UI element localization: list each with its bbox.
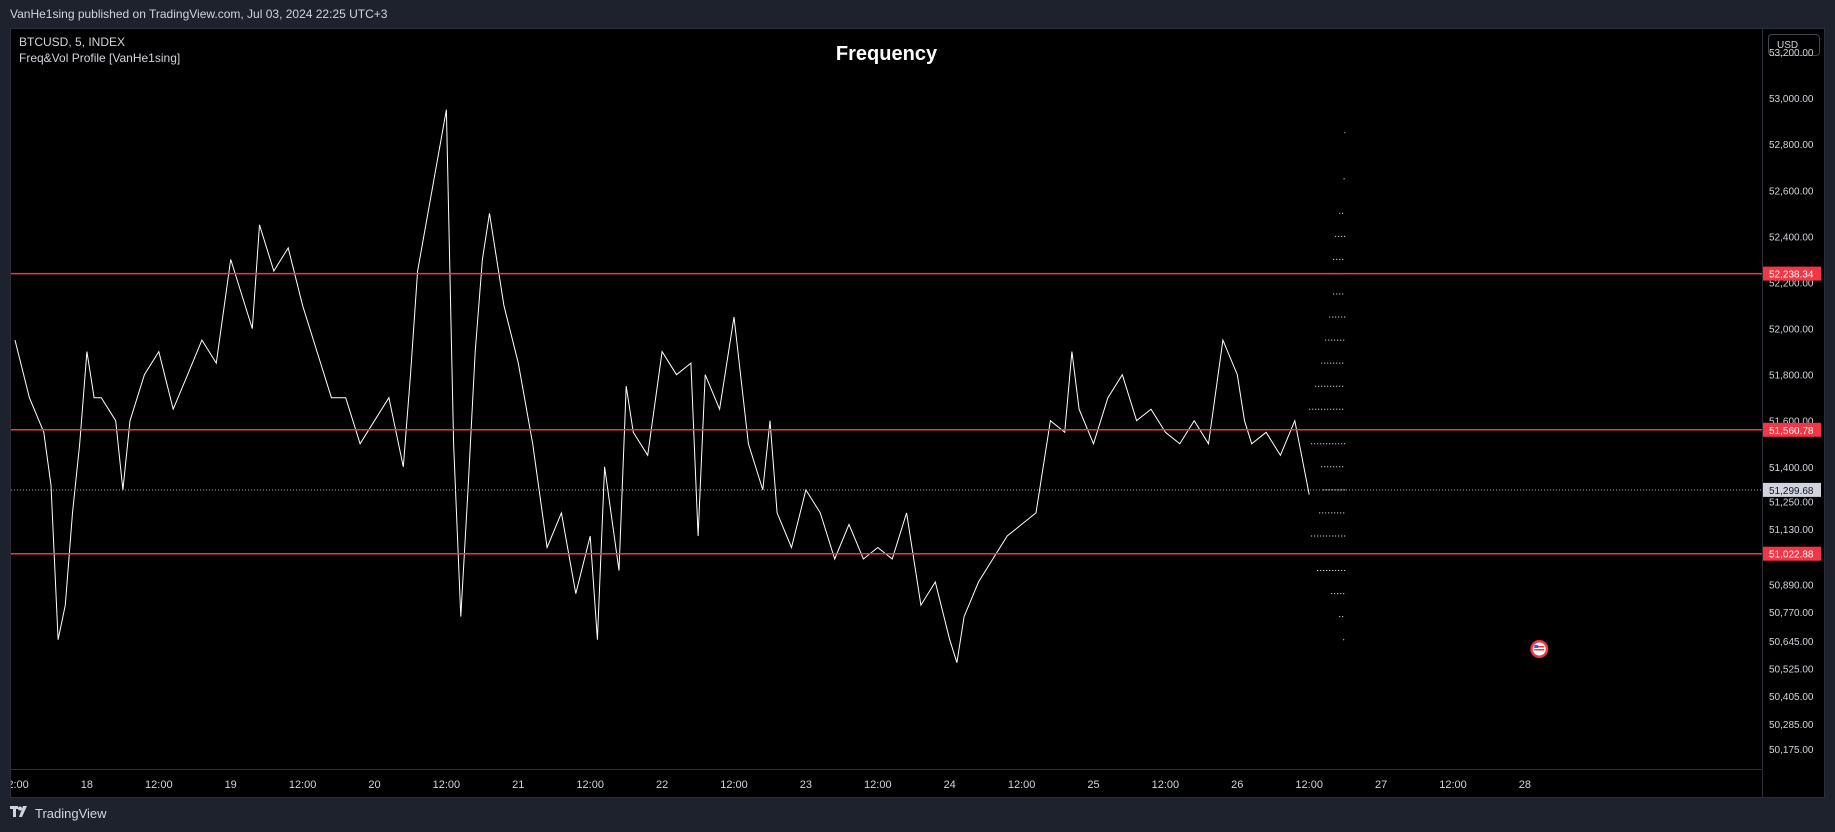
footer: TradingView [0, 798, 1835, 832]
time-tick-label: 23 [800, 779, 812, 791]
last-price-tag [1763, 482, 1821, 497]
time-tick-label: 18 [81, 779, 93, 791]
level-price-label: 51,560.78 [1769, 426, 1814, 437]
price-tick-label: 51,400.00 [1769, 463, 1814, 474]
time-axis[interactable]: 12:00 18 12:00 19 12:00 20 12:00 21 12:00 22 12:00… [10, 770, 1763, 798]
chart-legend: BTCUSD, 5, INDEX Freq&Vol Profile [VanHe… [19, 34, 180, 66]
price-series-line [14, 109, 1310, 663]
time-tick-label: 12:00 [1295, 779, 1323, 791]
time-tick-label: 24 [944, 779, 956, 791]
level-price-tag [1763, 422, 1821, 437]
price-tick-label: 50,645.00 [1769, 637, 1814, 648]
chart-title: Frequency [835, 43, 938, 65]
price-tick-label: 50,525.00 [1769, 665, 1814, 676]
price-tick-label: 50,890.00 [1769, 580, 1814, 591]
time-tick-label: 12:00 [289, 779, 317, 791]
time-tick-label: 26 [1231, 779, 1243, 791]
time-tick-label: 20 [368, 779, 380, 791]
us-flag-icon[interactable] [1530, 640, 1549, 658]
time-tick-label: 27 [1375, 779, 1387, 791]
time-tick-label: 12:00 [576, 779, 604, 791]
last-price-label: 51,299.68 [1769, 486, 1814, 497]
price-axis-labels: 53,200.00 53,000.00 52,800.00 52,600.00 52,4… [1763, 48, 1821, 756]
time-tick-label: 19 [225, 779, 237, 791]
brand-label: TradingView [35, 806, 107, 821]
time-tick-label: 22 [656, 779, 668, 791]
time-tick-label: 12:00 [720, 779, 748, 791]
price-tick-label: 50,285.00 [1769, 720, 1814, 731]
price-tick-label: 53,000.00 [1769, 94, 1814, 105]
price-tick-label: 52,600.00 [1769, 186, 1814, 197]
price-tick-label: 52,800.00 [1769, 140, 1814, 151]
time-axis-labels: 12:00 18 12:00 19 12:00 20 12:00 21 12:00 22 12:00… [11, 779, 1531, 791]
price-tick-label: 52,200.00 [1769, 279, 1814, 290]
published-header: VanHe1sing published on TradingView.com,… [0, 0, 1835, 28]
time-tick-label: 12:00 [1008, 779, 1036, 791]
price-tick-label: 51,130.00 [1769, 525, 1814, 536]
chart-canvas[interactable]: BTCUSD, 5, INDEX Freq&Vol Profile [VanHe… [10, 28, 1763, 770]
level-price-label: 52,238.34 [1769, 270, 1814, 281]
time-tick-label: 25 [1087, 779, 1099, 791]
price-tick-label: 51,600.00 [1769, 417, 1814, 428]
symbol-label[interactable]: BTCUSD, 5, INDEX [19, 35, 126, 49]
price-tick-label: 51,800.00 [1769, 371, 1814, 382]
price-tick-label: 50,175.00 [1769, 745, 1814, 756]
time-tick-label: 21 [512, 779, 524, 791]
time-tick-label: 12:00 [145, 779, 173, 791]
price-tick-label: 50,770.00 [1769, 608, 1814, 619]
time-tick-label: 12:00 [864, 779, 892, 791]
tradingview-logo[interactable]: TradingView [10, 806, 107, 821]
price-tick-label: 53,200.00 [1769, 48, 1814, 59]
time-tick-label: 12:00 [11, 779, 29, 791]
time-tick-label: 12:00 [1152, 779, 1180, 791]
time-tick-label: 12:00 [1439, 779, 1467, 791]
published-text: VanHe1sing published on TradingView.com,… [10, 7, 388, 21]
tradingview-logo-icon [10, 806, 30, 821]
price-tick-label: 50,405.00 [1769, 692, 1814, 703]
level-price-label: 51,022.88 [1769, 550, 1814, 561]
price-axis[interactable]: USD 53,200.00 53,000.00 52,800.00 52,600.00… [1763, 28, 1825, 798]
time-tick-label: 28 [1519, 779, 1531, 791]
price-tick-label: 52,400.00 [1769, 232, 1814, 243]
price-chart[interactable] [11, 29, 1763, 770]
level-price-tag [1763, 266, 1821, 281]
time-tick-label: 12:00 [433, 779, 461, 791]
currency-button[interactable]: USD [1768, 34, 1820, 56]
price-tick-label: 52,000.00 [1769, 325, 1814, 336]
level-price-tag [1763, 546, 1821, 561]
price-tick-label: 51,250.00 [1769, 497, 1814, 508]
indicator-label[interactable]: Freq&Vol Profile [VanHe1sing] [19, 51, 181, 65]
